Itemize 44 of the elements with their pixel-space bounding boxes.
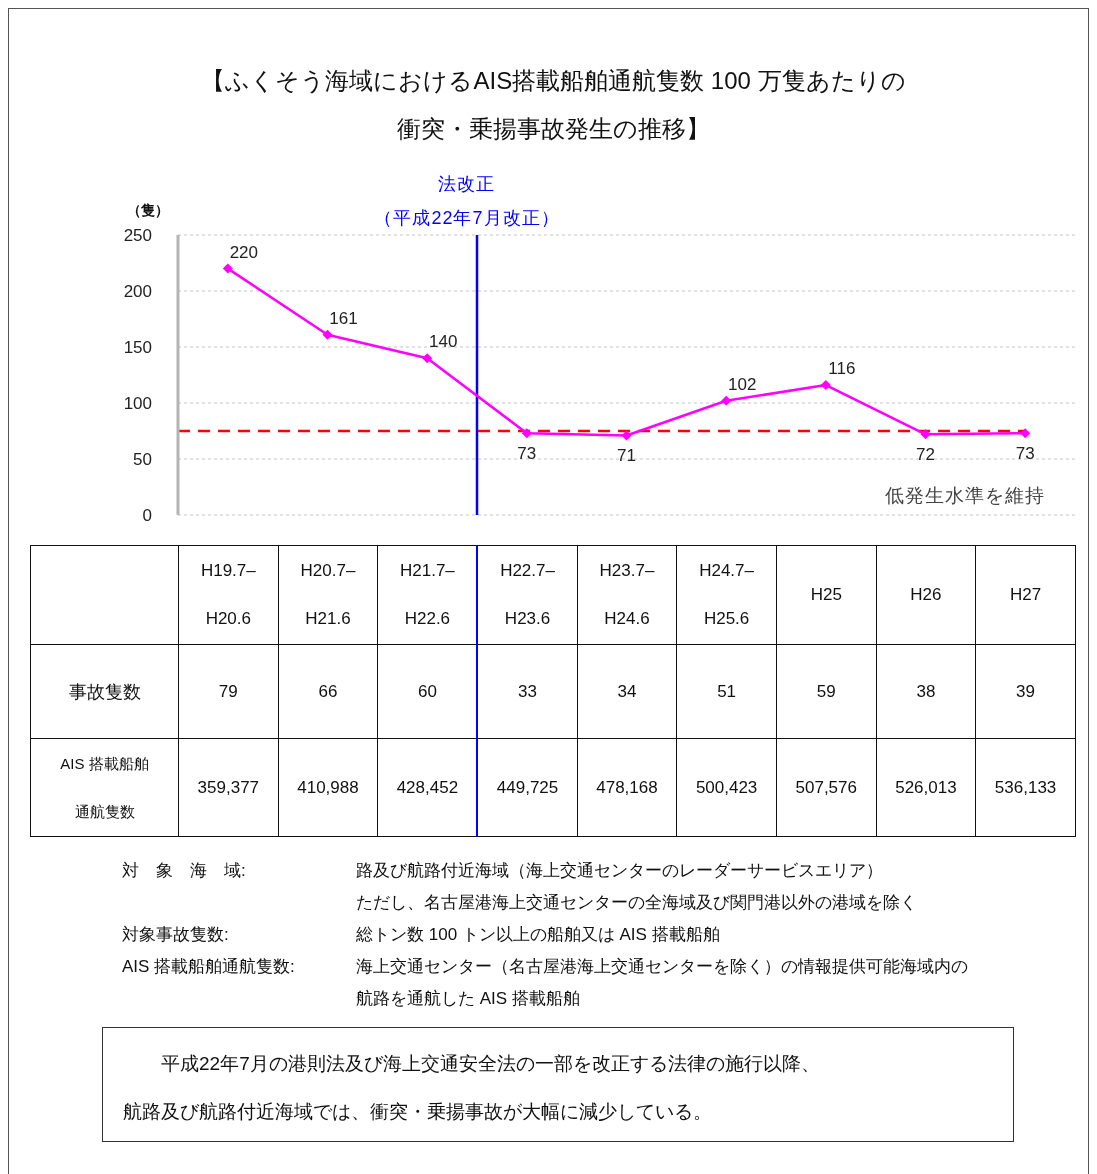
ref-line-label: 低発生水準を維持 bbox=[884, 484, 1045, 508]
category-label: H21.7–H22.6 bbox=[399, 561, 455, 628]
point bbox=[1020, 428, 1031, 439]
text: 平成22年7月の港則法及び海上交通安全法の一部を改正する法律の施行以降、航路及び航路付近海域では、衝突・乗揚事故が大幅に減少している。 bbox=[123, 1053, 820, 1122]
y-axis-title: （隻） bbox=[126, 201, 170, 219]
y-tick-label: 150 bbox=[123, 338, 152, 358]
text: 対 象 海 域: 路及び航路付近海域（海上交通センターのレーダーサービスエリア） bbox=[122, 861, 883, 880]
point bbox=[521, 428, 532, 439]
category-label: H23.7–H24.6 bbox=[599, 561, 655, 628]
data-label: 73 bbox=[1015, 444, 1035, 464]
point bbox=[322, 329, 333, 340]
data-label: 102 bbox=[727, 374, 757, 394]
x-tick-label: H27 bbox=[1009, 584, 1043, 606]
data-label: 71 bbox=[617, 446, 636, 466]
category-label: H22.7–H23.6 bbox=[500, 561, 555, 628]
text: AIS 搭載船舶通航隻数: 海上交通センター（名古屋港海上交通センターを除く）の情報提供可能海域内の航路を通航した AIS 搭載船舶 bbox=[122, 957, 968, 1008]
text: ただし、名古屋港海上交通センターの全海域及び関門港以外の港域を除く bbox=[356, 892, 918, 914]
point bbox=[721, 395, 732, 406]
point bbox=[920, 429, 931, 440]
ref-line-label: 法改正（平成22年7月改正） bbox=[374, 173, 560, 230]
point bbox=[222, 263, 233, 274]
data-label: 161 bbox=[329, 308, 358, 328]
data-label: 72 bbox=[916, 445, 935, 465]
data-label: 73 bbox=[517, 444, 537, 464]
y-tick-label: 100 bbox=[123, 394, 152, 414]
point bbox=[422, 353, 433, 364]
text: 事故隻数 79 66 60 33 34 51 59 38 39 bbox=[68, 681, 1036, 702]
chart-title: 【ふくそう海域におけるAIS搭載船舶通航隻数 100 万隻あたりの衝突・乗揚事故発生の推移】 bbox=[200, 66, 907, 144]
data-label: 140 bbox=[428, 332, 458, 352]
text: AIS 搭載船舶通航隻数 359,377 410,988 428,452 449,725 478,168 500,423 507,576 526,013 536,133 bbox=[60, 754, 1057, 820]
category-label: H19.7–H20.6 bbox=[200, 561, 256, 628]
point bbox=[621, 430, 632, 441]
point bbox=[820, 380, 831, 391]
text: 対象事故隻数: 総トン数 100 トン以上の船舶又は AIS 搭載船舶 bbox=[122, 925, 720, 944]
data-label: 116 bbox=[828, 359, 856, 379]
y-tick-label: 0 bbox=[142, 506, 152, 526]
x-tick-label: H26 bbox=[909, 584, 943, 606]
category-label: H20.7–H21.6 bbox=[300, 561, 356, 628]
y-tick-label: 250 bbox=[123, 226, 152, 246]
y-tick-label: 50 bbox=[133, 450, 152, 470]
category-label: H24.7–H25.6 bbox=[699, 561, 755, 628]
y-tick-label: 200 bbox=[123, 282, 152, 302]
data-label: 220 bbox=[229, 242, 259, 262]
x-tick-label: H25 bbox=[809, 584, 843, 606]
